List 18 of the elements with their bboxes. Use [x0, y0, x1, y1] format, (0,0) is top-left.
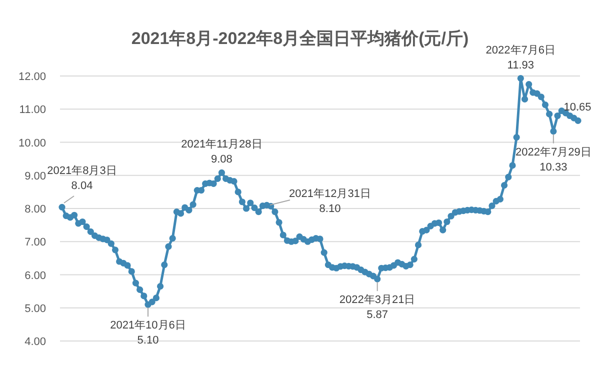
- annotation: 10.65: [564, 102, 592, 114]
- y-tick-label: 5.00: [24, 302, 46, 315]
- y-tick-label: 9.00: [24, 170, 46, 182]
- y-tick-label: 12.00: [18, 71, 46, 83]
- annotation: 2021年8月3日 8.04: [47, 165, 117, 192]
- y-tick-label: 6.00: [24, 270, 46, 282]
- annotation: 2021年11月28日 9.08: [181, 138, 262, 166]
- annotation: 2022年7月29日 10.33: [516, 146, 592, 174]
- annotation: 2022年7月6日 11.93: [486, 44, 556, 72]
- y-tick-label: 7.00: [24, 236, 46, 249]
- y-tick-label: 4.00: [24, 336, 46, 348]
- annotation: 2021年12月31日 8.10: [289, 188, 371, 215]
- annotation: 2021年10月6日 5.10: [110, 320, 186, 347]
- annotation: 2022年3月21日 5.87: [339, 294, 416, 322]
- y-tick-label: 10.00: [18, 137, 46, 150]
- chart-title: 2021年8月-2022年8月全国日平均猪价(元/斤): [131, 29, 469, 48]
- y-tick-label: 11.00: [19, 104, 46, 116]
- y-tick-label: 8.00: [24, 204, 46, 216]
